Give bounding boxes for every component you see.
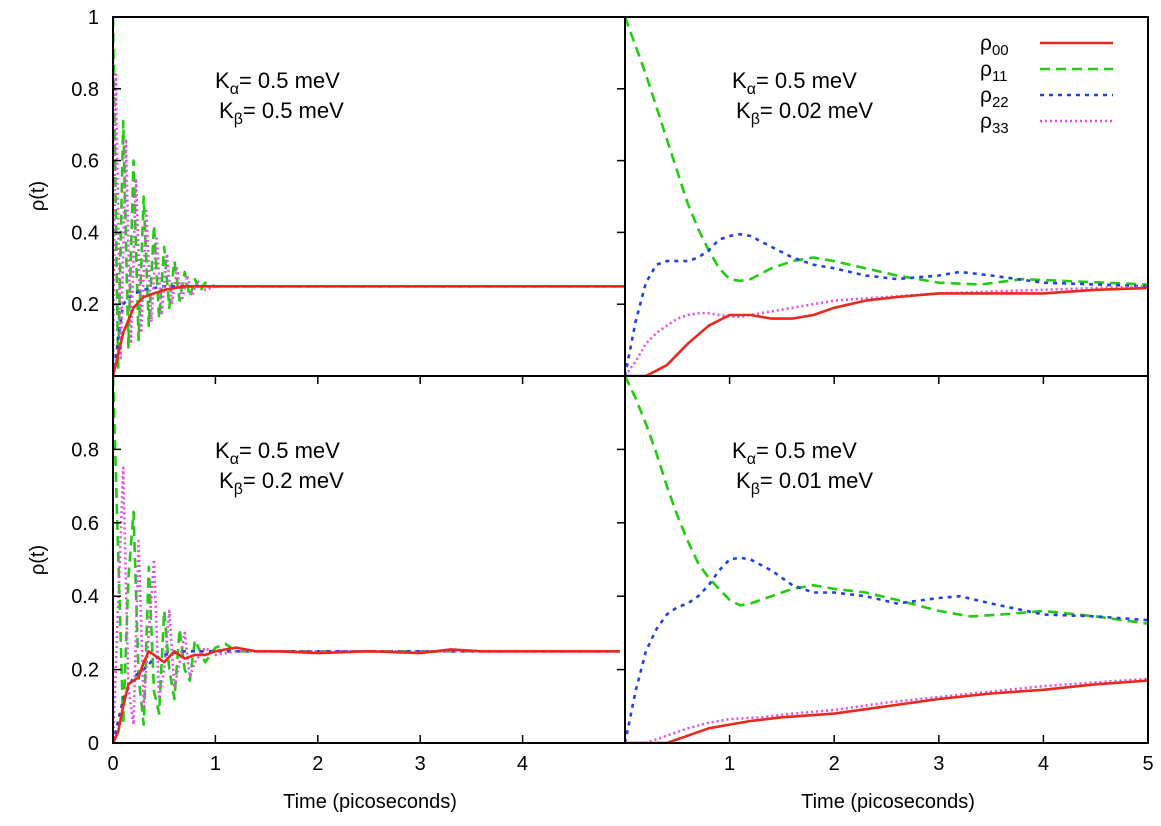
series-group xyxy=(625,17,1148,376)
y-tick-label: 1 xyxy=(88,7,99,29)
series-line-rho33 xyxy=(113,73,625,376)
series-line-rho22 xyxy=(625,232,1148,376)
svg-text:ρ00: ρ00 xyxy=(980,32,1009,59)
series-line-rho33 xyxy=(625,677,1148,743)
legend-entry-rho00: ρ00 xyxy=(980,32,1113,59)
y-tick-label: 0 xyxy=(88,733,99,755)
series-line-rho00 xyxy=(113,284,625,376)
annotation-k-beta: Kβ= 0.5 meV xyxy=(219,98,344,128)
series-line-rho00 xyxy=(625,679,1148,743)
panel-frame xyxy=(112,16,626,377)
legend-entry-rho11: ρ11 xyxy=(980,58,1113,85)
series-line-rho11 xyxy=(625,376,1148,625)
annotation-k-beta: Kβ= 0.01 meV xyxy=(736,468,873,498)
series-line-rho11 xyxy=(113,17,625,371)
x-tick-label: 2 xyxy=(829,753,840,775)
x-tick-label: 5 xyxy=(1142,753,1153,775)
annotation-k-alpha: Kα= 0.5 meV xyxy=(215,68,340,98)
legend-symbol: ρ xyxy=(980,110,992,133)
annotation-k-beta: Kβ= 0.02 meV xyxy=(736,98,873,128)
y-tick-label: 0.2 xyxy=(71,660,99,682)
series-line-rho22 xyxy=(625,556,1148,743)
svg-text:ρ11: ρ11 xyxy=(980,58,1008,85)
legend-subscript: 11 xyxy=(992,68,1008,85)
series-group xyxy=(113,17,625,376)
y-axis-label-bottom: ρ(t) xyxy=(27,545,49,575)
series-group xyxy=(113,376,620,743)
panel-frame xyxy=(624,16,1149,377)
x-tick-label: 2 xyxy=(312,753,323,775)
annotation-k-alpha: Kα= 0.5 meV xyxy=(215,438,340,468)
svg-text:ρ33: ρ33 xyxy=(980,110,1009,137)
y-tick-label: 0.8 xyxy=(71,79,99,101)
legend: ρ00 ρ11 ρ22 ρ33 xyxy=(980,32,1113,137)
legend-subscript: 00 xyxy=(992,42,1009,59)
y-tick-label: 0.2 xyxy=(71,294,99,316)
panel-frame xyxy=(112,375,626,744)
annotation-k-alpha: Kα= 0.5 meV xyxy=(732,68,857,98)
series-line-rho11 xyxy=(113,376,620,726)
series-group xyxy=(625,376,1148,743)
series-line-rho33 xyxy=(113,466,620,743)
x-tick-label: 0 xyxy=(107,753,118,775)
y-axis-label-top: ρ(t) xyxy=(27,181,49,211)
legend-entry-rho33: ρ33 xyxy=(980,110,1113,137)
x-axis-label-right: Time (picoseconds) xyxy=(801,791,975,813)
x-tick-label: 1 xyxy=(210,753,221,775)
series-line-rho00 xyxy=(625,286,1148,376)
legend-subscript: 33 xyxy=(992,120,1009,137)
panel-frame xyxy=(624,375,1149,744)
series-line-rho11 xyxy=(625,17,1148,286)
x-tick-label: 4 xyxy=(1038,753,1049,775)
y-tick-label: 0.4 xyxy=(71,586,99,608)
legend-symbol: ρ xyxy=(980,32,992,55)
legend-entry-rho22: ρ22 xyxy=(980,84,1113,111)
x-tick-label: 4 xyxy=(517,753,528,775)
x-tick-label: 3 xyxy=(933,753,944,775)
series-line-rho22 xyxy=(113,284,625,376)
annotation-k-beta: Kβ= 0.2 meV xyxy=(219,468,344,498)
legend-symbol: ρ xyxy=(980,58,992,81)
annotation-k-alpha: Kα= 0.5 meV xyxy=(732,438,857,468)
x-tick-label: 3 xyxy=(415,753,426,775)
legend-symbol: ρ xyxy=(980,84,992,107)
y-tick-label: 0.6 xyxy=(71,151,99,173)
y-tick-label: 0.6 xyxy=(71,513,99,535)
y-tick-label: 0.8 xyxy=(71,439,99,461)
y-tick-label: 0.4 xyxy=(71,222,99,244)
legend-subscript: 22 xyxy=(992,94,1009,111)
svg-text:ρ22: ρ22 xyxy=(980,84,1009,111)
series-line-rho00 xyxy=(113,646,620,743)
series-line-rho22 xyxy=(113,649,620,743)
x-tick-label: 1 xyxy=(724,753,735,775)
x-axis-label-left: Time (picoseconds) xyxy=(283,791,457,813)
